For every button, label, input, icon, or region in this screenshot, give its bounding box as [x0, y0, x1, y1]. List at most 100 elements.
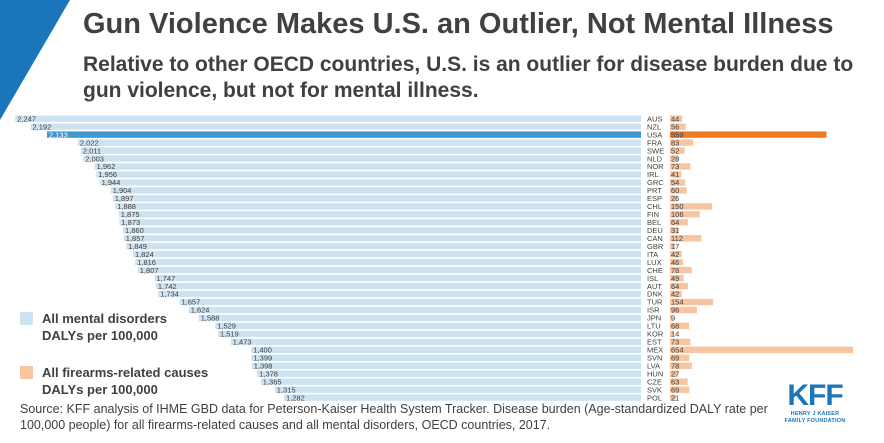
firearms-value-ita: 42: [671, 250, 679, 259]
country-code-fra: FRA: [647, 138, 662, 147]
firearms-value-gbr: 17: [671, 242, 679, 251]
mental-bar-ita: [133, 251, 641, 258]
legend-mental-label: All mental disorders DALYs per 100,000: [42, 311, 167, 343]
country-code-svk: SVK: [647, 385, 662, 394]
mental-bar-svk: [274, 386, 641, 393]
mental-bar-prt: [110, 187, 641, 194]
firearms-value-isl: 49: [671, 274, 679, 283]
mental-bar-svn: [251, 354, 641, 361]
mental-value-nld: 2,003: [85, 154, 104, 163]
mental-value-esp: 1,897: [115, 194, 134, 203]
mental-bar-nor: [94, 163, 642, 170]
mental-value-ltu: 1,529: [217, 322, 236, 331]
country-code-grc: GRC: [647, 178, 664, 187]
mental-value-chl: 1,888: [117, 202, 136, 211]
firearms-value-jpn: 9: [671, 314, 675, 323]
mental-bar-irl: [96, 171, 642, 178]
mental-value-lux: 1,816: [137, 258, 156, 267]
firearms-value-nzl: 56: [671, 122, 679, 131]
country-code-jpn: JPN: [647, 314, 661, 323]
legend-firearms: All firearms-related causes DALYs per 10…: [20, 364, 220, 398]
firearms-value-nld: 28: [671, 154, 679, 163]
mental-value-dnk: 1,734: [160, 290, 179, 299]
mental-value-aut: 1,742: [158, 282, 177, 291]
firearms-bar-grc: [670, 179, 686, 186]
logo-line-1: HENRY J KAISER: [790, 411, 840, 417]
mental-value-che: 1,807: [140, 266, 159, 275]
mental-value-gbr: 1,849: [128, 242, 147, 251]
mental-bar-dnk: [158, 290, 641, 298]
mental-bar-lux: [135, 259, 641, 266]
firearms-value-hun: 27: [671, 369, 679, 378]
mental-bar-can: [123, 235, 642, 242]
firearms-bar-jpn: [670, 314, 673, 322]
country-code-hun: HUN: [647, 369, 663, 378]
mental-bar-aut: [155, 282, 641, 290]
firearms-bar-prt: [670, 187, 687, 194]
mental-bar-lva: [251, 362, 641, 369]
country-code-nzl: NZL: [647, 122, 661, 131]
legend-mental-swatch: [20, 312, 33, 325]
firearms-value-svn: 69: [671, 354, 679, 363]
firearms-value-grc: 54: [671, 178, 679, 187]
country-code-ita: ITA: [647, 250, 658, 259]
mental-bar-pol: [284, 394, 641, 401]
mental-bar-chl: [115, 203, 641, 210]
mental-value-jpn: 1,588: [201, 314, 220, 323]
mental-bar-gbr: [126, 243, 642, 250]
firearms-value-usa: 559: [671, 130, 684, 139]
mental-bar-est: [230, 338, 642, 346]
firearms-bar-gbr: [670, 243, 675, 250]
firearms-value-bel: 64: [671, 218, 679, 227]
legend-mental: All mental disorders DALYs per 100,000: [20, 310, 210, 344]
mental-bar-mex: [251, 346, 641, 353]
firearms-bar-aus: [670, 115, 683, 122]
mental-value-usa: 2,133: [49, 130, 68, 139]
firearms-bar-lva: [670, 362, 692, 369]
mental-value-irl: 1,956: [98, 170, 117, 179]
firearms-value-isr: 96: [671, 306, 679, 315]
mental-bar-cze: [260, 378, 641, 385]
firearms-bar-fin: [670, 211, 700, 218]
country-code-bel: BEL: [647, 218, 661, 227]
mental-bar-kor: [218, 330, 641, 338]
firearms-bar-irl: [670, 171, 682, 178]
mental-value-cze: 1,365: [263, 377, 282, 386]
firearms-bar-tur: [670, 298, 714, 306]
firearms-bar-isr: [670, 306, 697, 314]
country-code-irl: IRL: [647, 170, 659, 179]
firearms-bar-nzl: [670, 123, 686, 130]
firearms-value-fra: 83: [671, 138, 679, 147]
country-code-esp: ESP: [647, 194, 662, 203]
mental-value-fin: 1,875: [121, 210, 140, 219]
mental-value-svn: 1,399: [253, 354, 272, 363]
mental-bar-jpn: [198, 314, 641, 322]
mental-value-can: 1,857: [126, 234, 145, 243]
firearms-bar-pol: [670, 394, 676, 401]
legend-firearms-swatch: [20, 366, 33, 379]
source-note: Source: KFF analysis of IHME GBD data fo…: [20, 402, 768, 432]
firearms-bar-deu: [670, 227, 679, 234]
mental-bar-fin: [118, 211, 642, 218]
firearms-bar-mex: [670, 346, 854, 353]
firearms-value-dnk: 42: [671, 290, 679, 299]
firearms-value-esp: 26: [671, 194, 679, 203]
firearms-bar-fra: [670, 139, 694, 146]
firearms-value-prt: 60: [671, 186, 679, 195]
firearms-bar-chl: [670, 203, 712, 210]
mental-bar-isl: [154, 274, 641, 282]
firearms-bar-nor: [670, 163, 691, 170]
firearms-bar-dnk: [670, 290, 682, 298]
firearms-bar-usa: [670, 131, 827, 138]
firearms-value-pol: 21: [671, 393, 679, 402]
mental-bar-che: [137, 266, 642, 274]
firearms-value-irl: 41: [671, 170, 679, 179]
firearms-bar-swe: [670, 147, 685, 154]
firearms-bar-svn: [670, 354, 690, 361]
country-code-swe: SWE: [647, 146, 664, 155]
firearms-bar-lux: [670, 259, 683, 266]
firearms-value-lva: 78: [671, 362, 679, 371]
mental-value-est: 1,473: [233, 338, 252, 347]
mental-value-aus: 2,247: [17, 114, 36, 123]
